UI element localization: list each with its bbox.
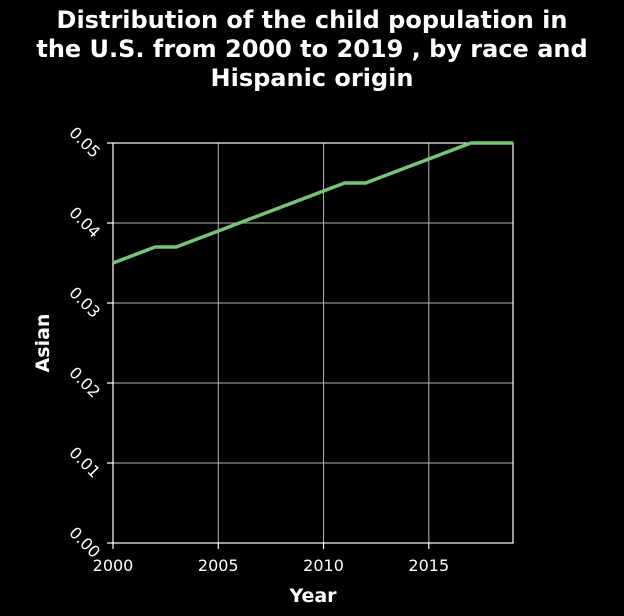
x-tick-label: 2015 <box>408 556 449 575</box>
plot-frame <box>112 142 514 544</box>
y-axis-label: Asian <box>32 314 54 373</box>
y-tick-label: 0.01 <box>65 443 104 482</box>
y-tick-label: 0.04 <box>65 203 104 242</box>
chart-title: Distribution of the child population in … <box>36 6 588 92</box>
y-tick-label: 0.03 <box>65 283 104 322</box>
y-tick-label: 0.05 <box>65 123 104 162</box>
x-tick-label: 2005 <box>198 556 239 575</box>
x-tick-label: 2000 <box>93 556 134 575</box>
x-tick-label: 2010 <box>303 556 344 575</box>
x-axis-label: Year <box>288 585 337 607</box>
series-line <box>112 141 513 265</box>
y-tick-label: 0.02 <box>65 363 104 402</box>
